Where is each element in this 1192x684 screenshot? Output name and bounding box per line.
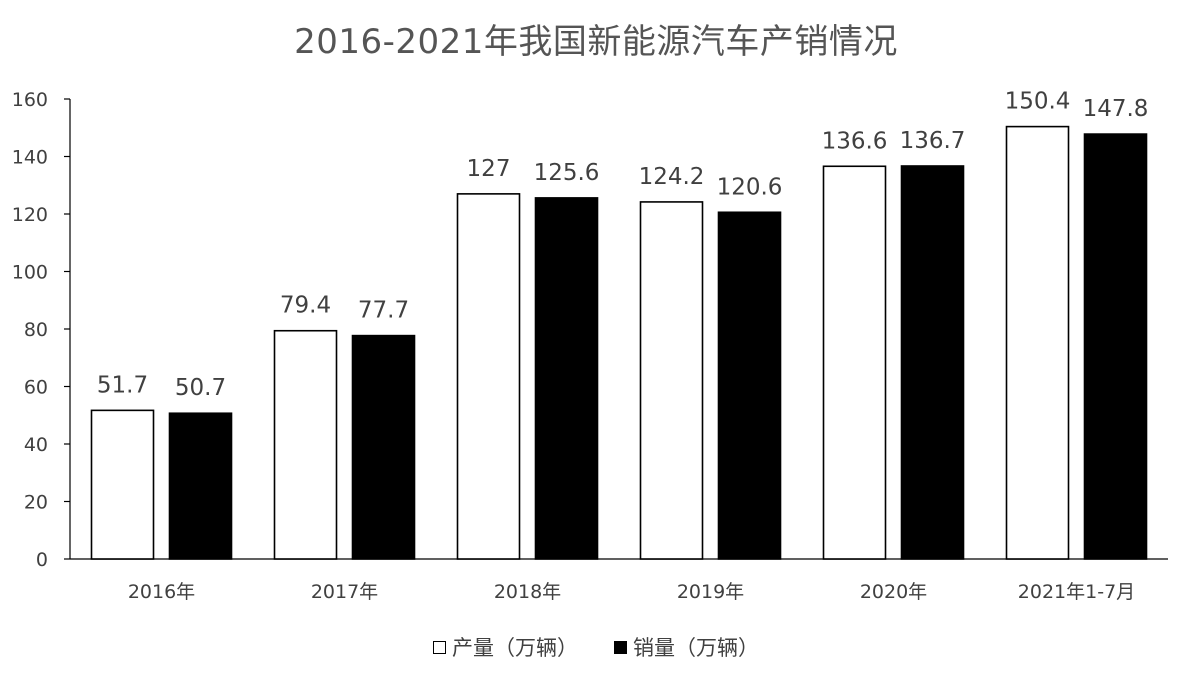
y-tick-label: 160 [12,89,48,111]
data-label-sales: 125.6 [534,160,600,186]
x-tick-label: 2020年 [860,581,927,603]
x-tick-label: 2016年 [128,581,195,603]
y-tick-label: 120 [12,204,48,226]
legend-label-sales: 销量（万辆） [633,636,759,660]
bar-sales [168,412,233,560]
data-label-sales: 120.6 [717,174,783,200]
x-tick-label: 2017年 [311,581,378,603]
data-label-production: 150.4 [1005,89,1071,115]
data-label-production: 51.7 [97,372,148,398]
bar-production [456,193,521,560]
x-tick-label: 2019年 [677,581,744,603]
x-tick-label: 2018年 [494,581,561,603]
data-label-production: 124.2 [639,164,705,190]
legend-item-production: 产量（万辆） [433,632,578,662]
data-label-sales: 77.7 [358,298,409,324]
y-tick-label: 0 [36,549,48,571]
data-label-sales: 136.7 [900,128,966,154]
bar-sales [900,165,965,560]
bar-production [90,409,155,560]
y-tick-label: 40 [24,434,48,456]
bar-sales [1083,133,1148,560]
bar-production [1005,125,1070,560]
data-label-sales: 147.8 [1083,96,1149,122]
chart-title: 2016-2021年我国新能源汽车产销情况 [294,22,898,62]
y-tick-label: 100 [12,262,48,284]
data-label-production: 79.4 [280,293,331,319]
bar-sales [534,197,599,560]
legend-swatch-production [433,640,446,654]
x-tick-label: 2021年1-7月 [1018,581,1135,603]
bar-sales [351,334,416,560]
y-tick-label: 20 [24,492,48,514]
data-label-sales: 50.7 [175,375,226,401]
bar-production [822,165,887,560]
y-tick-label: 140 [12,147,48,169]
bar-sales [717,211,782,560]
bar-production [273,329,338,560]
legend-item-sales: 销量（万辆） [614,632,759,662]
legend-label-production: 产量（万辆） [452,636,578,660]
data-label-production: 136.6 [822,128,888,154]
y-tick-label: 80 [24,319,48,341]
data-label-production: 127 [467,156,511,182]
legend: 产量（万辆） 销量（万辆） [0,632,1192,662]
bar-production [639,201,704,560]
y-tick-label: 60 [24,377,48,399]
legend-swatch-sales [614,640,627,654]
